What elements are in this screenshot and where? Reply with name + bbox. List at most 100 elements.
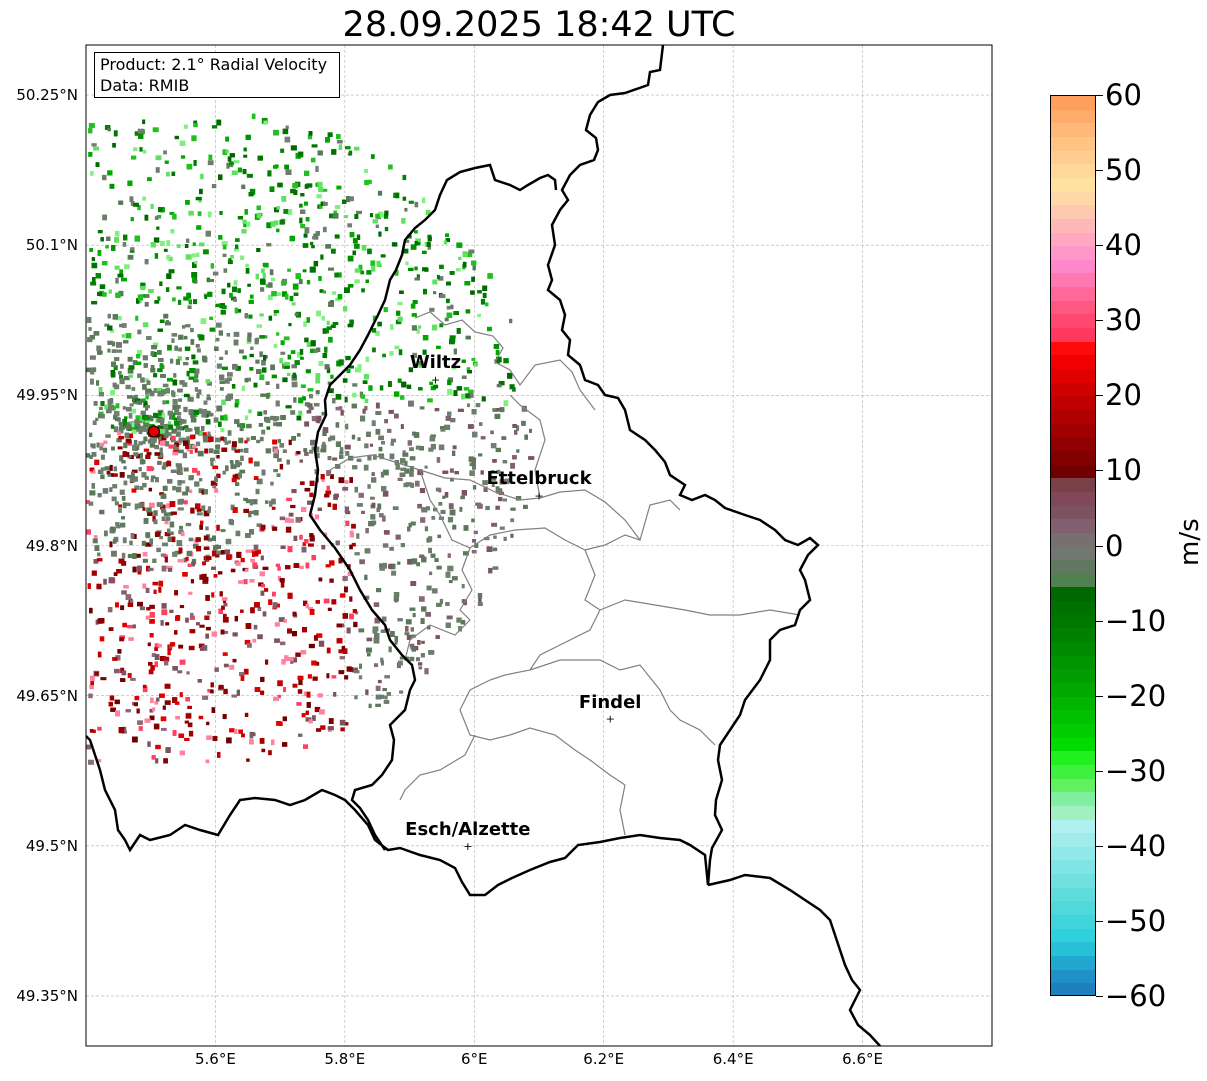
echo-pixel [328, 267, 334, 271]
echo-pixel [428, 547, 432, 554]
echo-pixel [477, 503, 483, 509]
echo-pixel [242, 219, 247, 225]
echo-pixel [170, 511, 177, 515]
echo-pixel [460, 495, 465, 500]
echo-pixel [298, 278, 303, 285]
echo-pixel [238, 472, 242, 479]
echo-pixel [212, 535, 216, 541]
echo-pixel [88, 327, 92, 331]
colorbar-segment [1051, 505, 1095, 520]
echo-pixel [127, 433, 133, 438]
echo-pixel [483, 486, 488, 492]
echo-pixel [273, 310, 280, 314]
echo-pixel [446, 281, 451, 286]
echo-pixel [174, 630, 178, 635]
echo-pixel [249, 294, 254, 299]
echo-pixel [218, 684, 224, 690]
echo-pixel [123, 480, 128, 486]
echo-pixel [189, 629, 196, 634]
echo-pixel [209, 327, 216, 332]
echo-pixel [240, 675, 245, 681]
echo-pixel [383, 530, 390, 535]
echo-pixel [318, 577, 323, 582]
echo-pixel [377, 321, 382, 327]
echo-pixel [199, 478, 203, 482]
echo-pixel [287, 354, 292, 360]
echo-pixel [309, 266, 316, 273]
echo-pixel [271, 374, 277, 379]
echo-pixel [123, 466, 127, 470]
echo-pixel [398, 349, 403, 356]
echo-pixel [133, 439, 138, 445]
echo-pixel [475, 403, 481, 408]
echo-pixel [142, 322, 149, 328]
echo-pixel [326, 470, 332, 476]
echo-pixel [195, 196, 202, 201]
echo-pixel [335, 394, 342, 400]
echo-pixel [499, 526, 505, 530]
colorbar-segment [1051, 614, 1095, 629]
echo-pixel [377, 211, 384, 218]
colorbar-tick-label: 20 [1105, 378, 1142, 413]
echo-pixel [152, 351, 157, 357]
echo-pixel [397, 561, 401, 565]
echo-pixel [137, 350, 142, 356]
echo-pixel [92, 729, 96, 733]
echo-pixel [96, 759, 102, 763]
echo-pixel [402, 452, 409, 457]
echo-pixel [485, 505, 490, 511]
echo-pixel [176, 286, 182, 290]
colorbar-segment [1051, 491, 1095, 507]
echo-pixel [477, 602, 483, 606]
echo-pixel [248, 409, 252, 414]
echo-pixel [243, 221, 247, 228]
echo-pixel [237, 423, 243, 428]
echo-pixel [116, 524, 121, 529]
echo-pixel [233, 298, 237, 302]
echo-pixel [248, 512, 252, 518]
echo-pixel [276, 473, 281, 477]
echo-pixel [177, 507, 184, 511]
echo-pixel [303, 233, 308, 238]
echo-pixel [207, 431, 211, 437]
echo-pixel [86, 529, 91, 535]
echo-pixel [482, 480, 488, 486]
echo-pixel [477, 290, 482, 294]
echo-pixel [339, 719, 346, 726]
echo-pixel [178, 644, 184, 649]
echo-pixel [256, 439, 261, 444]
echo-pixel [222, 714, 227, 720]
echo-pixel [205, 230, 211, 237]
echo-pixel [421, 507, 426, 511]
echo-pixel [134, 419, 140, 426]
echo-pixel [168, 256, 173, 262]
echo-pixel [159, 364, 165, 369]
echo-pixel [241, 184, 246, 190]
echo-pixel [469, 392, 474, 398]
echo-pixel [190, 327, 194, 333]
echo-pixel [449, 509, 456, 516]
echo-pixel [254, 602, 260, 608]
echo-pixel [183, 393, 190, 398]
lon-tick-label: 6.4°E [712, 1050, 754, 1068]
echo-pixel [371, 477, 377, 483]
echo-pixel [244, 448, 249, 453]
echo-pixel [335, 297, 341, 302]
colorbar-segment [1051, 887, 1095, 903]
echo-pixel [146, 607, 151, 611]
echo-pixel [145, 454, 151, 459]
echo-pixel [285, 565, 291, 570]
colorbar-tick-label: −50 [1105, 903, 1167, 938]
echo-pixel [156, 547, 161, 553]
echo-pixel [194, 372, 199, 378]
echo-pixel [479, 422, 483, 426]
echo-pixel [185, 713, 192, 719]
echo-pixel [253, 382, 258, 388]
colorbar-segment [1051, 136, 1095, 152]
echo-pixel [183, 335, 188, 340]
echo-pixel [110, 424, 115, 429]
echo-pixel [326, 326, 332, 330]
echo-pixel [280, 351, 286, 355]
echo-pixel [187, 722, 193, 728]
echo-pixel [170, 642, 176, 647]
